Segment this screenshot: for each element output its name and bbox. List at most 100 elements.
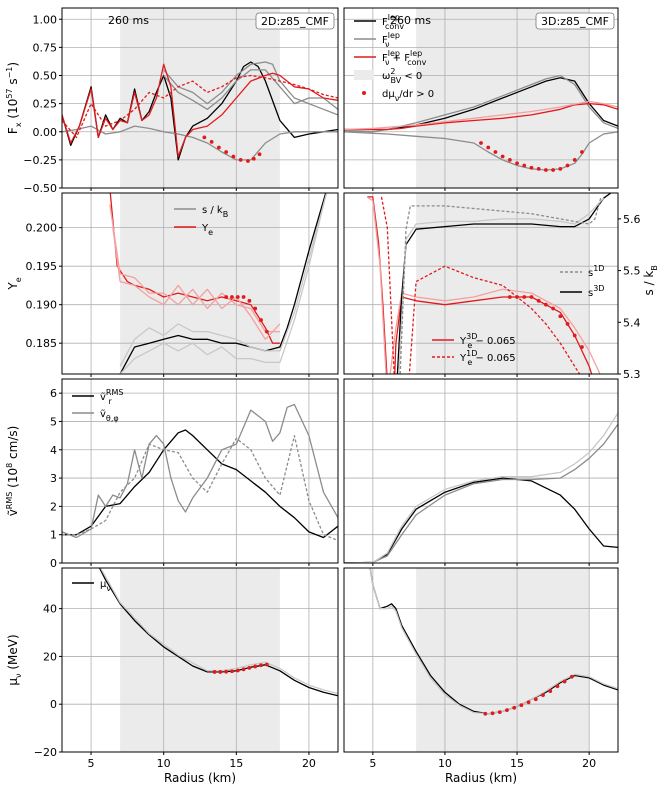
y-tick-label: −0.50 [23, 182, 57, 195]
dmu-positive-point [231, 154, 236, 159]
time-label: 260 ms [390, 14, 431, 27]
series-line-1 [99, 568, 338, 695]
x-tick-label: 15 [510, 757, 524, 770]
y-tick-label: 2 [50, 500, 57, 513]
dmu-positive-point [218, 670, 223, 674]
y-tick-label: 0.50 [33, 70, 58, 83]
y-axis-label-part: (10 [6, 468, 20, 492]
legend-label-part: s [588, 288, 593, 299]
dmu-positive-point [536, 166, 541, 171]
y-tick-label: 0.195 [26, 260, 58, 273]
dmu-positive-point [572, 157, 577, 162]
panel-3D-mu: 5 10 15 20 Radius (km) [343, 567, 619, 785]
legend-entry: Ye​ [174, 223, 213, 237]
dmu-positive-point [209, 139, 214, 144]
y-tick-label: 4 [50, 444, 57, 457]
model-label-box [535, 12, 615, 30]
legend-label-sub: B [223, 210, 229, 219]
dmu-positive-point [241, 295, 246, 299]
series-line-3 [119, 193, 327, 374]
legend-label-part: dμ [382, 89, 395, 100]
model-label: 3D:z85_CMF [541, 15, 609, 28]
legend-label: ṽθ,φ​ [100, 409, 119, 423]
y-tick-label: 0.185 [26, 337, 58, 350]
panel-frame [343, 192, 619, 375]
convective-region-shade [416, 568, 590, 752]
dmu-positive-point [251, 156, 256, 161]
x-tick-label: 5 [369, 757, 376, 770]
legend-label-part: + F [389, 53, 410, 64]
series-line-2 [163, 61, 338, 116]
legend-label-part: < 0 [401, 71, 422, 82]
dmu-positive-point [522, 163, 527, 168]
plot-area [62, 193, 338, 374]
model-label-box [255, 12, 335, 30]
series-line-4 [119, 193, 328, 367]
series-line-3 [344, 102, 618, 131]
y-axis-label-part: (MeV) [6, 634, 20, 673]
legend-label-part: s [588, 268, 593, 279]
legend-label: Ye​ [201, 223, 213, 237]
series-line-2 [62, 434, 338, 542]
panel-frame [343, 7, 619, 189]
dmu-positive-point [507, 157, 512, 162]
panel-2D-mu: 5 10 15 20 Radius (km) −20 0 20 40 μν​ (MeV) μν​ [6, 567, 339, 785]
panel-frame [343, 567, 619, 753]
series-line-1 [369, 568, 618, 715]
legend-label-sup: 1D [466, 349, 477, 358]
dmu-positive-point [555, 684, 560, 689]
dmu-positive-point [253, 306, 258, 311]
plot-area [62, 568, 338, 752]
dmu-positive-point [515, 161, 519, 166]
y-axis-label-part: μ [6, 678, 20, 686]
y-tick-label: 5 [50, 415, 57, 428]
legend-label: s / kB​ [202, 205, 228, 219]
legend-label-sup: lep [388, 13, 400, 22]
legend-label-sub: e [467, 341, 472, 350]
legend-label-part: F [382, 35, 388, 46]
legend-label-sup: 3D [593, 284, 604, 293]
time-label: 260 ms [108, 14, 149, 27]
dmu-positive-point [264, 662, 269, 667]
legend-label-sub: ν [106, 584, 111, 593]
legend-label-sup: 2 [390, 67, 395, 76]
x-tick-label: 5 [88, 757, 95, 770]
series-line-4 [344, 100, 618, 131]
y-tick-label: 0.00 [33, 126, 58, 139]
y-axis-label-sup: −1 [5, 67, 14, 79]
panel-2D-ye: 0.185 0.190 0.195 0.200 Ye​ s / kB​ Ye​ [6, 192, 339, 377]
dmu-positive-point [522, 295, 527, 299]
legend-label-part: ṽ [100, 409, 106, 420]
dmu-positive-point [507, 295, 512, 299]
y-axis-label-sup: 57 [5, 88, 14, 98]
y-axis-label: Ye​ [6, 277, 23, 290]
legend-label-sub: r [108, 397, 112, 406]
legend-label: dμν​/dr > 0 [382, 89, 434, 103]
series-line-1 [62, 403, 338, 539]
legend-label-part: ω [382, 71, 390, 82]
model-label: 2D:z85_CMF [261, 15, 329, 28]
dmu-positive-point [224, 150, 229, 154]
y-axis-label-sub: x [14, 122, 23, 127]
y-axis-label-part: s [6, 78, 20, 88]
series-line-1 [109, 204, 280, 333]
legend-label-sup: RMS [106, 388, 124, 397]
dmu-positive-point [241, 667, 246, 672]
dmu-positive-point [565, 322, 570, 326]
y-axis-label-sub: ν [14, 673, 23, 678]
dmu-positive-point [235, 295, 240, 299]
legend-label-sub: ν [385, 40, 390, 49]
panel-frame [61, 378, 339, 564]
dmu-positive-point [512, 705, 517, 710]
dmu-positive-point [259, 663, 263, 668]
dmu-positive-point [565, 163, 570, 168]
series-line-1 [366, 196, 601, 374]
plot-area [62, 379, 338, 563]
dmu-positive-point [558, 314, 563, 319]
legend-label: s1D​ [588, 264, 604, 279]
series-line-2 [344, 412, 618, 563]
